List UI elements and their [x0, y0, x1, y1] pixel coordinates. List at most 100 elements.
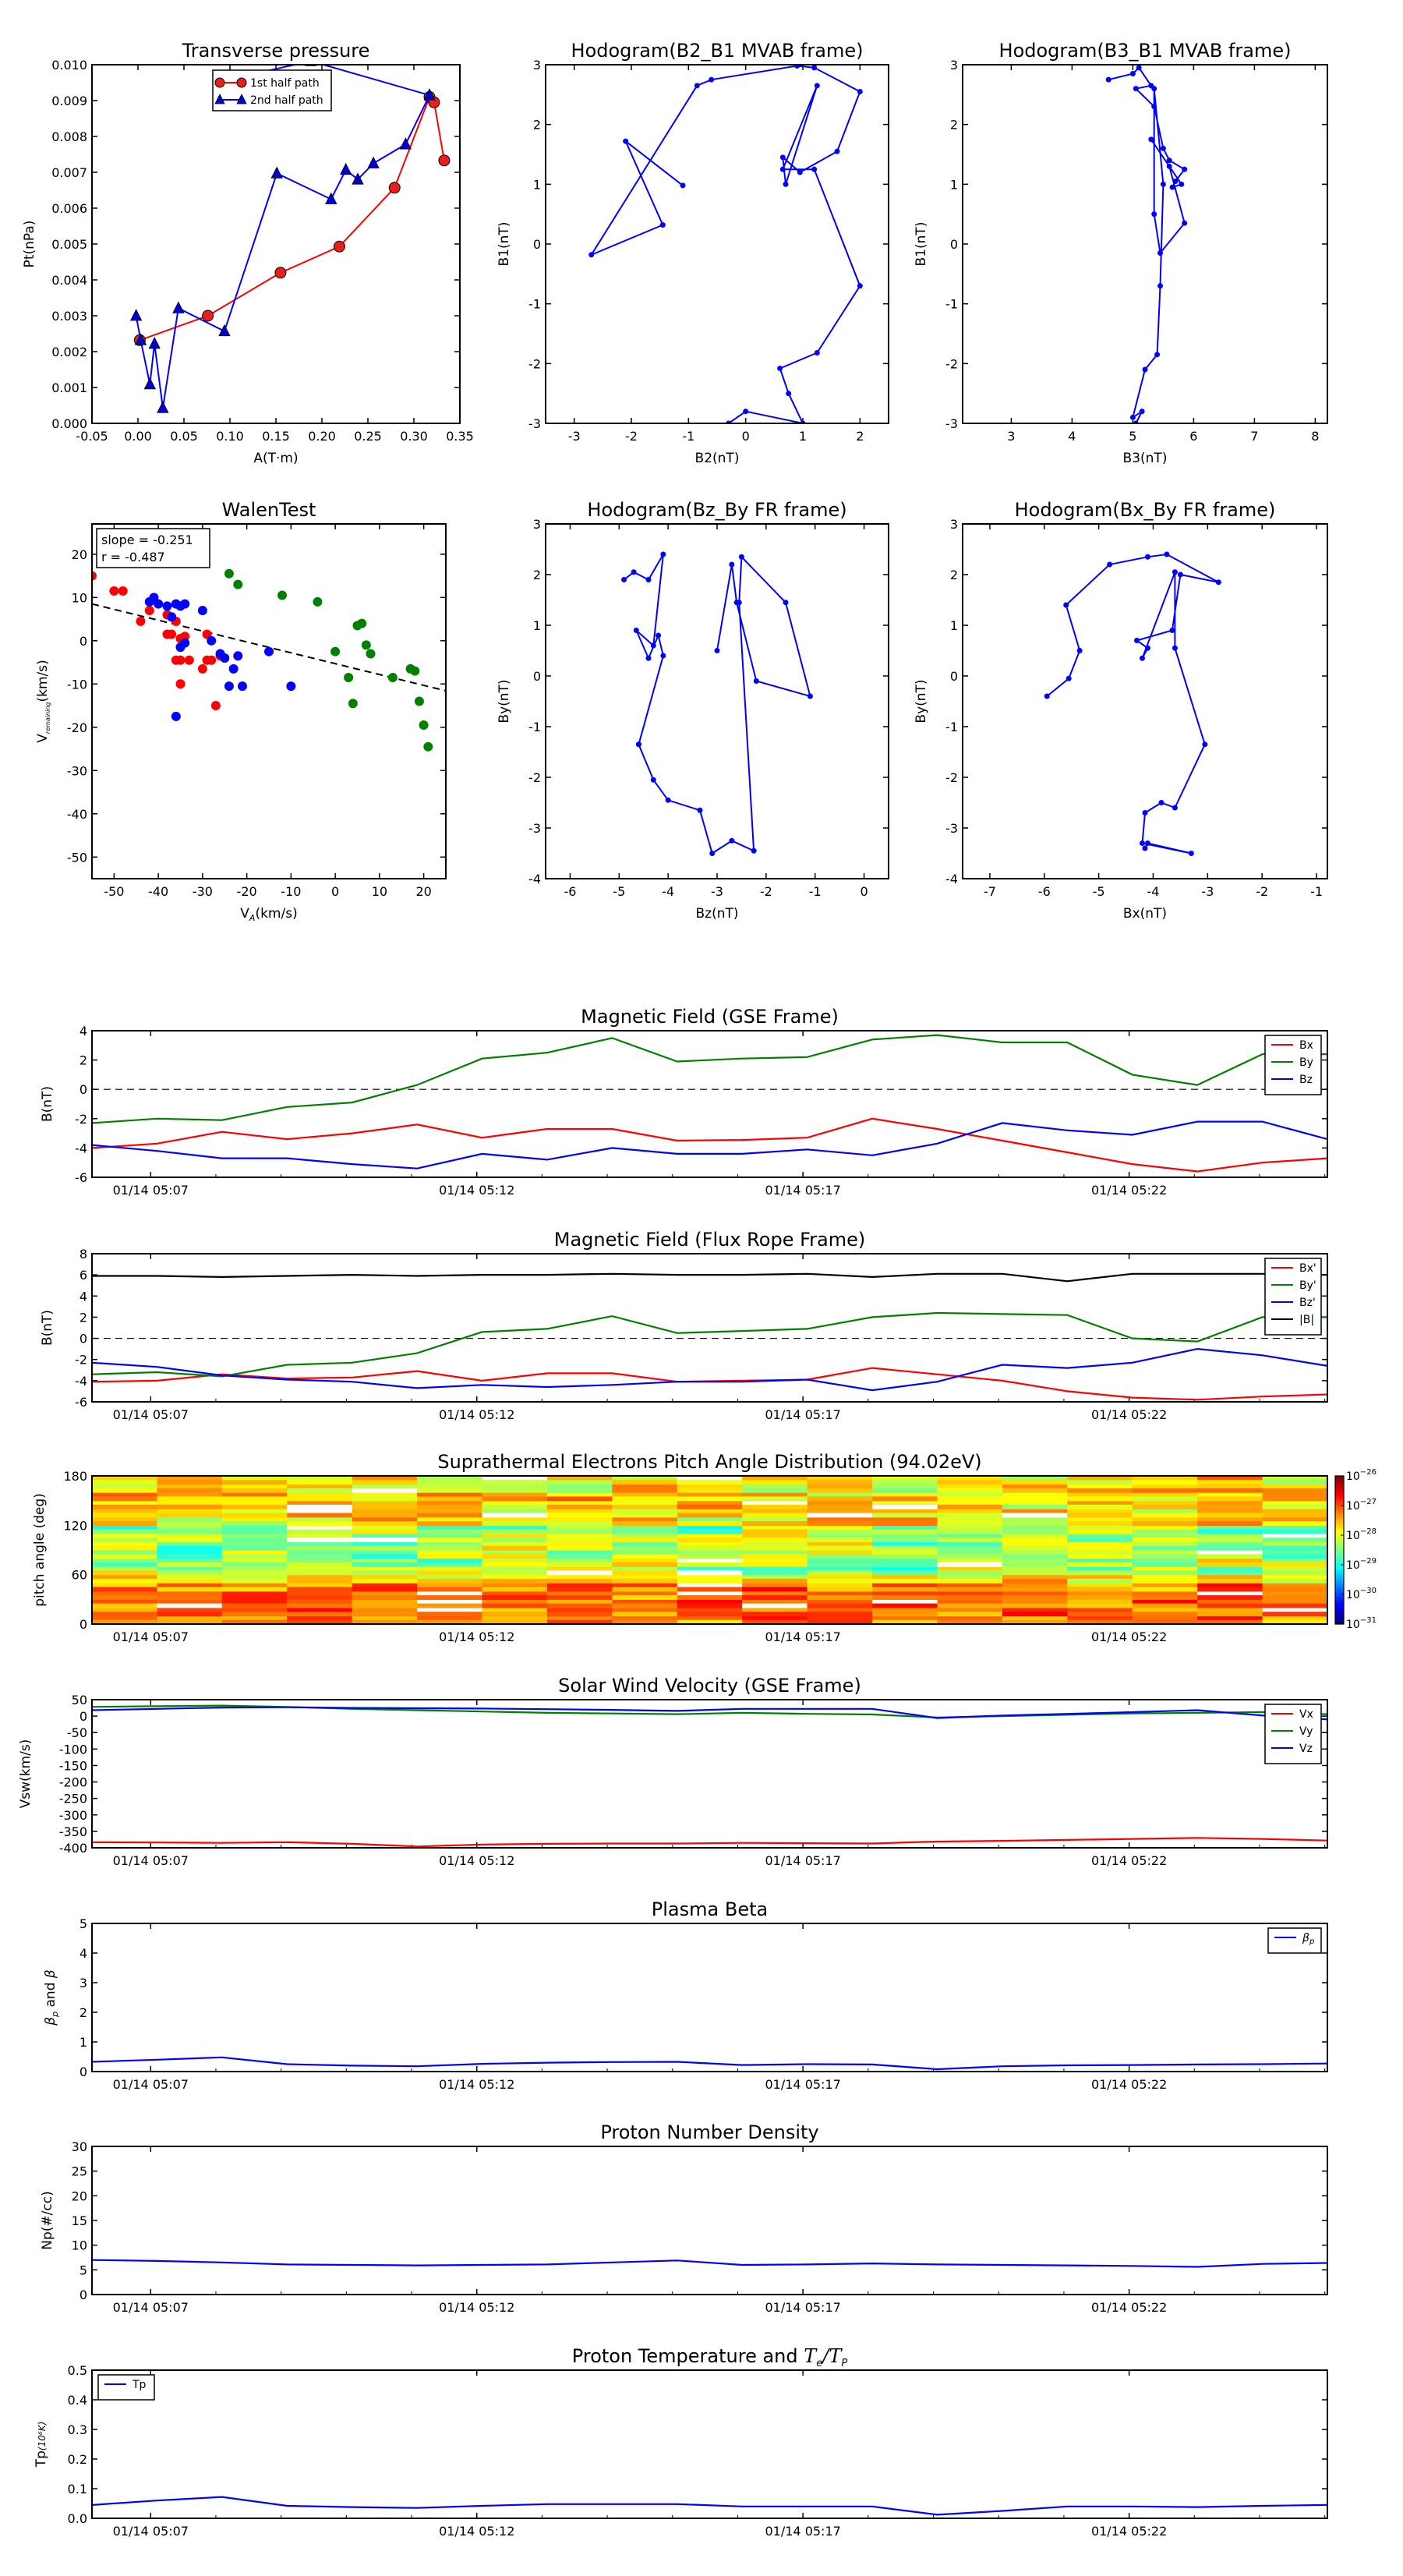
heat-cell	[92, 1595, 157, 1600]
data-point	[1134, 638, 1140, 643]
heat-cell	[742, 1566, 808, 1571]
y-tick-label: -30	[67, 763, 87, 778]
heat-cell	[1067, 1529, 1133, 1534]
heat-cell	[872, 1521, 938, 1526]
heat-cell	[92, 1619, 157, 1624]
x-tick-label: 0.15	[262, 429, 290, 444]
heat-cell	[482, 1570, 548, 1576]
data-point	[1166, 157, 1172, 164]
heat-cell	[872, 1554, 938, 1559]
chart-title: Plasma Beta	[652, 1898, 768, 1920]
x-tick-label: 01/14 05:07	[113, 1407, 189, 1422]
colorbar-tick-label: 10−28	[1346, 1527, 1376, 1542]
y-tick-label: -2	[945, 770, 958, 785]
heat-cell	[807, 1541, 873, 1547]
scatter-point-blue	[180, 638, 190, 648]
heat-cell	[1197, 1545, 1263, 1551]
heat-cell	[287, 1612, 353, 1617]
x-tick-label: 01/14 05:12	[439, 1853, 514, 1868]
data-point	[650, 642, 656, 649]
heat-cell	[1262, 1550, 1327, 1555]
heat-cell	[807, 1578, 873, 1583]
y-tick-label: 180	[63, 1469, 87, 1484]
heat-cell	[1132, 1529, 1198, 1534]
data-point	[1148, 136, 1154, 143]
heat-cell	[482, 1587, 548, 1592]
heat-cell	[1262, 1529, 1327, 1534]
heat-cell	[546, 1476, 613, 1481]
colorbar-step	[1335, 1597, 1344, 1600]
heat-cell	[287, 1533, 353, 1538]
data-point	[797, 169, 803, 175]
heat-cell	[352, 1480, 418, 1485]
heat-cell	[352, 1488, 418, 1493]
data-point	[680, 182, 686, 189]
y-axis-label: By(nT)	[914, 679, 929, 723]
scatter-point-red	[171, 655, 181, 665]
data-point	[1182, 166, 1188, 172]
heat-cell	[937, 1599, 1003, 1605]
heat-cell	[417, 1587, 483, 1592]
colorbar-step	[1335, 1532, 1344, 1536]
panel-hodo2: Hodogram(B3_B1 MVAB frame) 3 4 5 6 7 8 -3 -2 -1 0 1…	[914, 40, 1328, 466]
heat-cell	[1002, 1537, 1068, 1543]
x-tick-label: -40	[148, 884, 168, 899]
colorbar-step	[1335, 1582, 1344, 1585]
data-point	[1066, 675, 1072, 681]
heat-cell	[352, 1513, 418, 1518]
heat-cell	[872, 1603, 938, 1608]
heat-cell	[221, 1521, 288, 1526]
y-tick-label: 0.008	[51, 129, 87, 144]
heat-cell	[807, 1574, 873, 1580]
heat-cell	[352, 1574, 418, 1580]
y-tick-label: 0	[80, 2065, 87, 2079]
heat-cell	[417, 1533, 483, 1538]
heat-cell	[677, 1496, 743, 1502]
heat-cell	[1197, 1533, 1263, 1538]
data-point	[834, 148, 840, 154]
colorbar-step	[1335, 1510, 1344, 1514]
heat-cell	[872, 1574, 938, 1580]
data-point	[1044, 693, 1050, 699]
heat-cell	[1262, 1476, 1327, 1481]
data-point	[1063, 602, 1069, 608]
x-tick-label: 01/14 05:22	[1091, 2077, 1167, 2092]
heat-cell	[417, 1492, 483, 1497]
y-tick-label: 10	[72, 590, 87, 605]
colorbar-step	[1335, 1609, 1344, 1612]
data-point	[1129, 71, 1136, 76]
heat-cell	[157, 1500, 223, 1506]
heat-cell	[1262, 1570, 1327, 1576]
heat-cell	[1262, 1521, 1327, 1526]
heat-cell	[482, 1595, 548, 1600]
heat-cell	[807, 1513, 873, 1518]
scatter-point-red	[197, 663, 207, 674]
heat-cell	[612, 1521, 678, 1526]
heat-cell	[221, 1574, 288, 1580]
legend-label: By'	[1299, 1279, 1316, 1292]
heat-cell	[417, 1615, 483, 1621]
heat-cell	[872, 1516, 938, 1522]
heat-cell	[872, 1562, 938, 1567]
heat-cell	[612, 1550, 678, 1555]
heat-cell	[742, 1545, 808, 1551]
heat-cell	[417, 1554, 483, 1559]
heat-cell	[482, 1529, 548, 1534]
data-point	[633, 628, 639, 633]
x-tick-label: -5	[613, 884, 625, 899]
heat-cell	[1132, 1595, 1198, 1600]
heat-cell	[677, 1587, 743, 1592]
colorbar-step	[1335, 1612, 1344, 1615]
heat-cell	[1197, 1607, 1263, 1612]
heat-cell	[1002, 1578, 1068, 1583]
heat-cell	[221, 1607, 288, 1612]
heat-cell	[417, 1513, 483, 1518]
y-tick-label: -400	[59, 1841, 87, 1856]
heat-cell	[612, 1615, 678, 1621]
colorbar-step	[1335, 1587, 1344, 1591]
x-tick-label: 01/14 05:12	[439, 1407, 514, 1422]
heat-cell	[92, 1591, 157, 1596]
heat-cell	[352, 1603, 418, 1608]
x-tick-label: -50	[104, 884, 124, 899]
heat-cell	[937, 1533, 1003, 1538]
